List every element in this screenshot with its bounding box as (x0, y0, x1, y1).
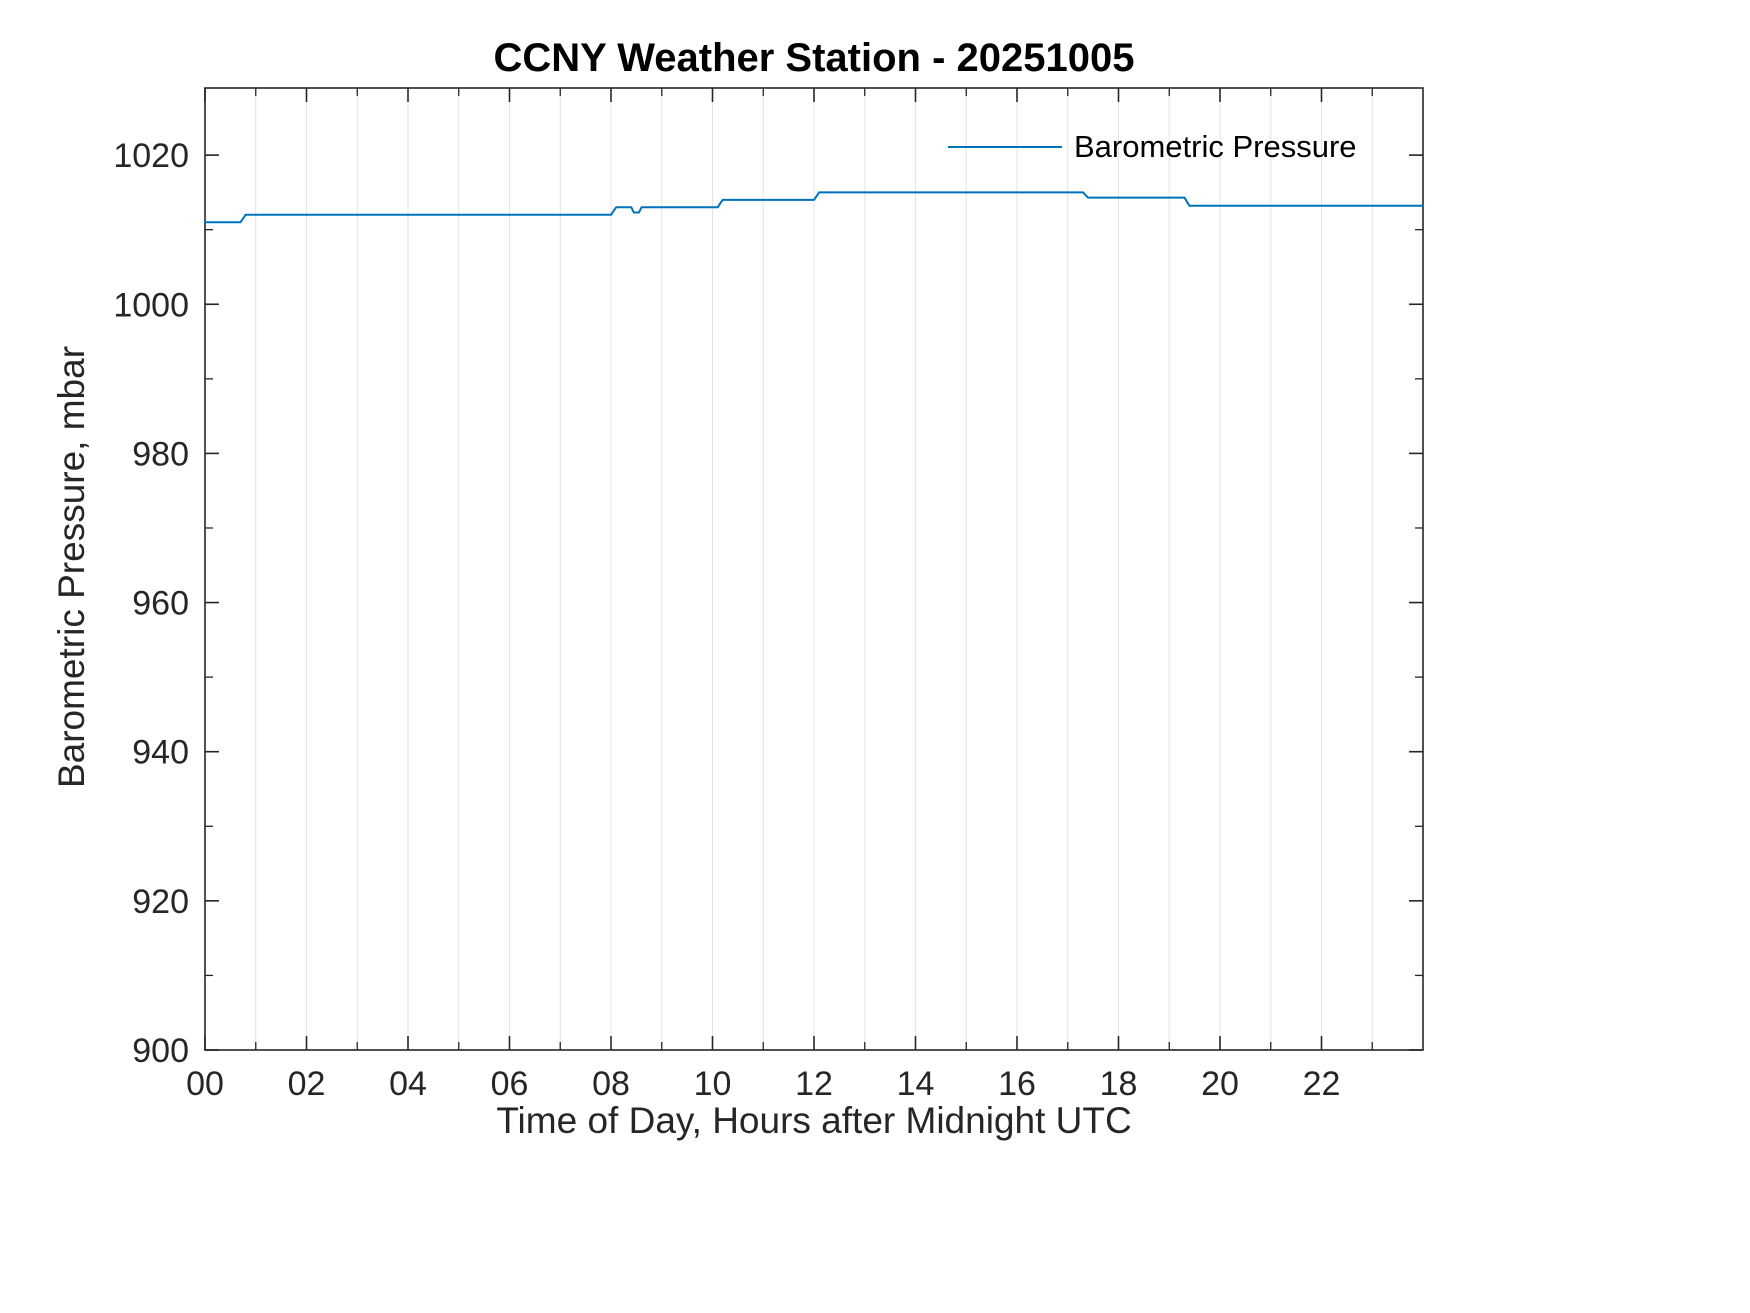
legend-line-sample (948, 146, 1062, 148)
y-tick-label: 960 (132, 585, 189, 623)
x-tick-label: 04 (389, 1065, 427, 1103)
x-tick-label: 20 (1201, 1065, 1239, 1103)
chart-title: CCNY Weather Station - 20251005 (493, 36, 1135, 80)
x-tick-label: 22 (1303, 1065, 1341, 1103)
x-tick-label: 06 (491, 1065, 529, 1103)
legend: Barometric Pressure (948, 128, 1357, 166)
x-tick-label: 02 (288, 1065, 326, 1103)
y-axis-label: Barometric Pressure, mbar (51, 345, 92, 789)
y-tick-label: 1020 (113, 137, 189, 175)
x-tick-label: 16 (998, 1065, 1036, 1103)
pressure-line (204, 191, 1424, 224)
y-tick-label: 980 (132, 435, 189, 473)
y-tick-label: 1000 (113, 286, 189, 324)
y-tick-label: 940 (132, 734, 189, 772)
x-tick-label: 08 (592, 1065, 630, 1103)
x-tick-label: 00 (186, 1065, 224, 1103)
x-tick-label: 10 (694, 1065, 732, 1103)
x-tick-label: 14 (897, 1065, 935, 1103)
x-axis-label: Time of Day, Hours after Midnight UTC (496, 1100, 1132, 1141)
y-tick-label: 920 (132, 883, 189, 921)
legend-label: Barometric Pressure (1074, 129, 1357, 164)
y-tick-label: 900 (132, 1032, 189, 1070)
x-tick-label: 18 (1100, 1065, 1138, 1103)
x-tick-label: 12 (795, 1065, 833, 1103)
